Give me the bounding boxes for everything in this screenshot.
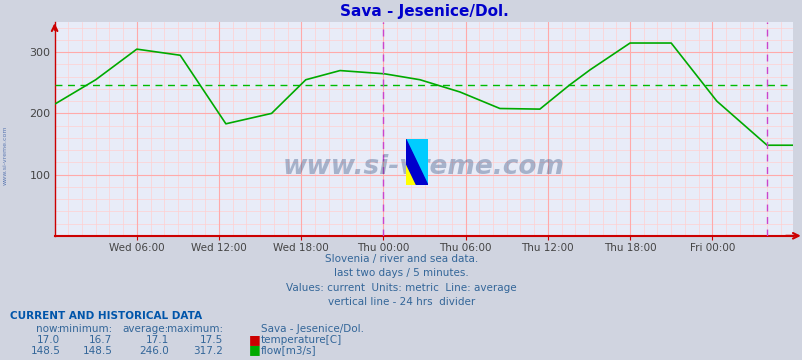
Text: minimum:: minimum: bbox=[59, 324, 112, 334]
Polygon shape bbox=[405, 139, 427, 185]
Text: 148.5: 148.5 bbox=[83, 346, 112, 356]
Text: 16.7: 16.7 bbox=[89, 335, 112, 345]
Text: 148.5: 148.5 bbox=[30, 346, 60, 356]
Text: 17.0: 17.0 bbox=[37, 335, 60, 345]
Text: now:: now: bbox=[35, 324, 60, 334]
Text: www.si-vreme.com: www.si-vreme.com bbox=[282, 154, 565, 180]
Text: 17.5: 17.5 bbox=[200, 335, 223, 345]
Text: Values: current  Units: metric  Line: average: Values: current Units: metric Line: aver… bbox=[286, 283, 516, 293]
Text: 317.2: 317.2 bbox=[193, 346, 223, 356]
Text: www.si-vreme.com: www.si-vreme.com bbox=[2, 125, 7, 185]
Text: ■: ■ bbox=[249, 343, 261, 356]
Text: 246.0: 246.0 bbox=[139, 346, 168, 356]
Text: average:: average: bbox=[122, 324, 168, 334]
Title: Sava - Jesenice/Dol.: Sava - Jesenice/Dol. bbox=[339, 4, 508, 19]
Text: last two days / 5 minutes.: last two days / 5 minutes. bbox=[334, 268, 468, 278]
Text: flow[m3/s]: flow[m3/s] bbox=[261, 346, 316, 356]
Text: maximum:: maximum: bbox=[167, 324, 223, 334]
Text: ■: ■ bbox=[249, 333, 261, 346]
Text: CURRENT AND HISTORICAL DATA: CURRENT AND HISTORICAL DATA bbox=[10, 311, 201, 321]
Text: 17.1: 17.1 bbox=[145, 335, 168, 345]
Text: Slovenia / river and sea data.: Slovenia / river and sea data. bbox=[325, 254, 477, 264]
Text: temperature[C]: temperature[C] bbox=[261, 335, 342, 345]
Text: vertical line - 24 hrs  divider: vertical line - 24 hrs divider bbox=[327, 297, 475, 307]
Polygon shape bbox=[405, 139, 427, 185]
Polygon shape bbox=[405, 139, 427, 185]
Text: Sava - Jesenice/Dol.: Sava - Jesenice/Dol. bbox=[261, 324, 363, 334]
